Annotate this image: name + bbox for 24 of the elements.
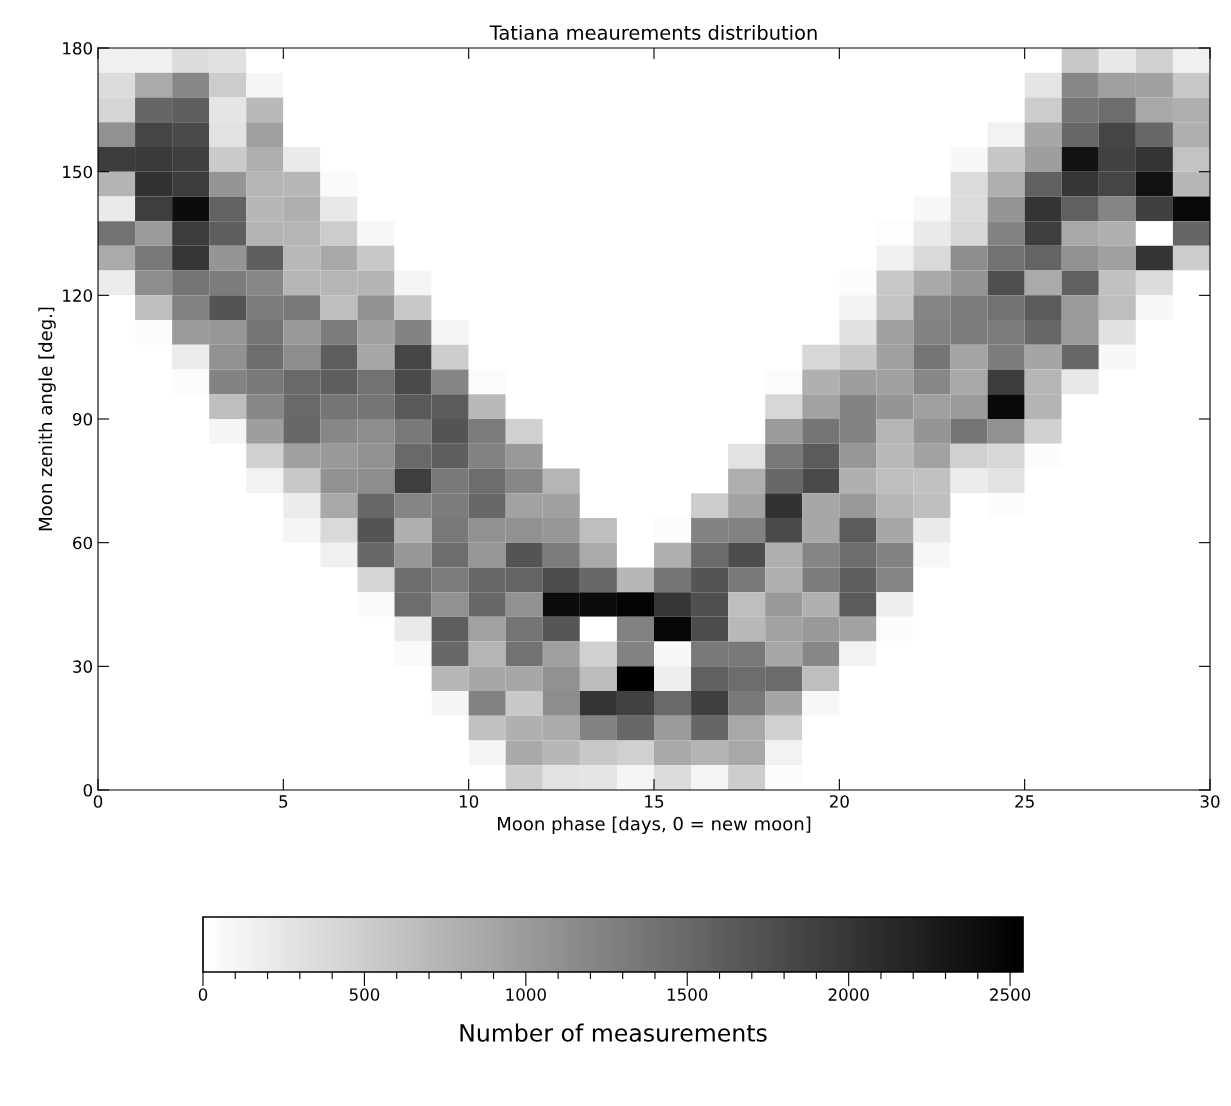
y-tick-label: 30 <box>73 660 93 673</box>
color-bar-label: 0 <box>198 988 208 1001</box>
color-bar-label: 1500 <box>667 988 708 1001</box>
x-tick-label: 10 <box>459 795 479 808</box>
color-bar-label: 1000 <box>506 988 546 1001</box>
color-bar-label: 500 <box>349 988 380 1001</box>
y-axis-title: Moon zenith angle [deg.] <box>38 307 56 531</box>
x-tick-label: 25 <box>1015 795 1034 808</box>
y-tick-label: 90 <box>72 412 93 426</box>
y-tick-label: 150 <box>63 165 93 179</box>
y-tick-label: 60 <box>73 536 93 550</box>
x-tick-label: 30 <box>1200 795 1220 808</box>
y-tick-label: 0 <box>83 783 93 797</box>
y-tick-label: 180 <box>63 41 93 55</box>
color-bar-title: Number of measurements <box>460 1023 767 1042</box>
x-tick-label: 0 <box>93 795 103 808</box>
x-axis-title: Moon phase [days, 0 = new moon] <box>498 816 811 835</box>
chart-title: Tatiana meaurements distribution <box>489 24 817 40</box>
x-tick-label: 5 <box>279 795 288 808</box>
color-bar-label: 2500 <box>990 988 1031 1001</box>
y-tick-label: 120 <box>63 289 93 302</box>
color-bar-label: 2000 <box>828 988 869 1001</box>
x-tick-label: 15 <box>645 795 664 808</box>
x-tick-label: 20 <box>829 795 849 808</box>
